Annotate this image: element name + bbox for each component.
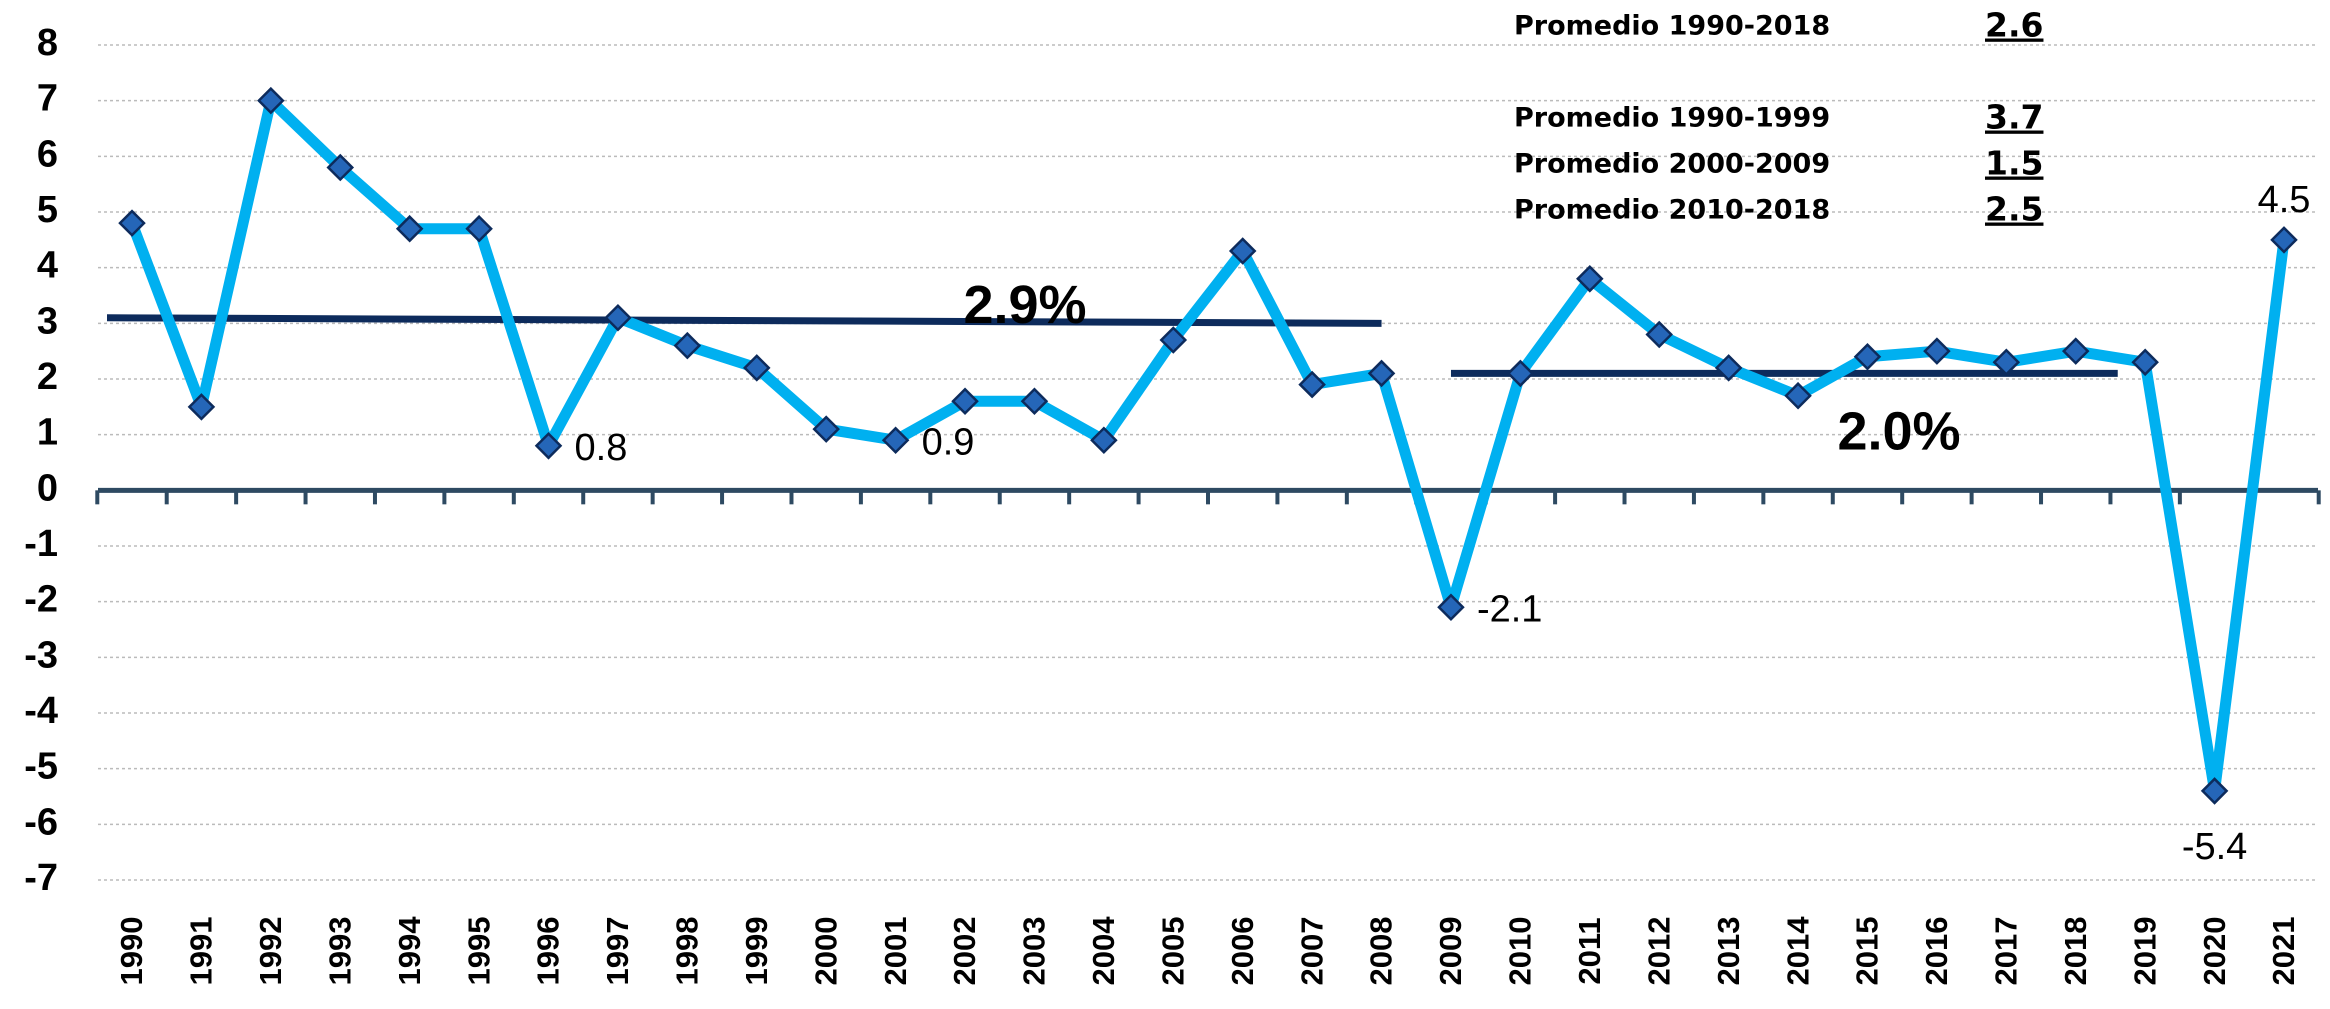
y-tick-label: -3	[24, 634, 58, 676]
series-line	[126, 95, 2290, 797]
x-tick-label: 1993	[322, 917, 357, 986]
y-tick-label: -2	[24, 579, 58, 621]
x-tick-label: 2016	[1919, 917, 1954, 986]
data-label: -5.4	[2182, 826, 2247, 868]
x-tick-label: 2013	[1711, 917, 1746, 986]
data-point	[2200, 777, 2229, 805]
data-point	[604, 303, 632, 332]
data-point	[465, 214, 493, 243]
y-tick-label: 1	[37, 412, 58, 454]
y-tick-label: -5	[24, 746, 58, 788]
y-tick-label: -1	[24, 523, 58, 565]
x-tick-label: 2004	[1086, 916, 1121, 986]
x-tick-label: 2002	[947, 917, 982, 986]
data-point	[1923, 337, 1951, 365]
data-point	[1784, 381, 1812, 410]
x-tick-label: 2020	[2197, 917, 2232, 986]
x-tick-label: 1996	[531, 917, 566, 986]
x-tick-label: 2003	[1017, 917, 1052, 986]
data-point	[673, 331, 702, 360]
data-point	[1576, 265, 1604, 293]
summary-value: 1.5	[1985, 144, 2043, 183]
data-point	[1228, 237, 1257, 265]
summary-label: Promedio 2010-2018	[1514, 195, 1830, 226]
summary-value: 3.7	[1985, 98, 2043, 137]
data-point	[1159, 326, 1188, 354]
summary-value: 2.5	[1985, 190, 2043, 229]
x-tick-label: 2005	[1155, 917, 1190, 986]
data-point	[1437, 593, 1465, 622]
y-tick-label: 3	[37, 300, 58, 342]
data-point	[1506, 359, 1535, 388]
data-point	[743, 354, 771, 382]
x-tick-label: 2009	[1433, 917, 1468, 986]
reference-label: 2.0%	[1837, 402, 1960, 462]
data-label: 0.9	[922, 421, 975, 463]
data-point	[1992, 348, 2021, 377]
y-tick-label: 2	[37, 356, 58, 398]
x-tick-label: 1991	[184, 917, 219, 986]
data-point	[1367, 359, 1396, 388]
data-label: 4.5	[2258, 179, 2311, 221]
x-tick-label: 2008	[1364, 917, 1399, 986]
y-tick-label: -7	[24, 857, 58, 899]
x-tick-label: 2014	[1780, 916, 1815, 986]
y-tick-label: 5	[37, 189, 58, 231]
x-tick-label: 2018	[2058, 917, 2093, 986]
data-point	[534, 432, 563, 460]
data-point	[187, 393, 216, 421]
summary-label: Promedio 1990-1999	[1514, 103, 1830, 134]
data-point	[1020, 387, 1049, 416]
data-point	[1714, 354, 1743, 382]
x-tick-label: 2011	[1572, 917, 1607, 984]
x-tick-label: 1998	[670, 917, 705, 986]
y-tick-label: -6	[24, 801, 58, 843]
reference-line	[106, 314, 1382, 327]
data-point	[2131, 348, 2159, 377]
x-tick-label: 1994	[392, 916, 427, 986]
x-tick-label: 2007	[1294, 917, 1329, 986]
data-point	[326, 153, 355, 182]
summary-label: Promedio 2000-2009	[1514, 149, 1830, 180]
x-tick-label: 2010	[1503, 917, 1538, 986]
y-tick-label: 6	[37, 133, 58, 175]
data-point	[118, 209, 146, 237]
data-point	[2061, 337, 2090, 365]
x-tick-label: 2019	[2127, 917, 2162, 986]
x-tick-label: 1995	[461, 917, 496, 986]
x-tick-label: 2000	[808, 917, 843, 986]
data-point	[395, 214, 424, 243]
y-tick-label: 4	[37, 245, 58, 287]
data-point	[257, 86, 285, 115]
reference-label: 2.9%	[963, 275, 1086, 335]
summary-label: Promedio 1990-2018	[1514, 11, 1830, 42]
x-tick-label: 2006	[1225, 917, 1260, 986]
y-tick-label: 0	[37, 467, 58, 509]
y-tick-label: 7	[37, 78, 58, 120]
data-point	[881, 426, 910, 455]
data-point	[1645, 320, 1673, 349]
x-tick-label: 2017	[1989, 917, 2024, 986]
data-point	[1090, 426, 1118, 455]
x-tick-label: 1999	[739, 917, 774, 986]
x-tick-label: 1997	[600, 917, 635, 986]
x-tick-label: 2012	[1641, 917, 1676, 986]
data-point	[2270, 226, 2298, 254]
data-label: 0.8	[575, 427, 628, 469]
data-label: -2.1	[1477, 588, 1542, 630]
y-tick-label: -4	[24, 690, 58, 732]
data-point	[812, 415, 840, 443]
x-tick-label: 2001	[878, 917, 913, 986]
data-point	[1298, 370, 1326, 399]
x-tick-label: 1990	[114, 917, 149, 986]
x-tick-label: 1992	[253, 917, 288, 986]
data-point	[951, 387, 979, 416]
y-tick-label: 8	[37, 22, 58, 64]
x-tick-label: 2021	[2266, 917, 2301, 986]
data-point	[1853, 342, 1882, 371]
x-tick-label: 2015	[1850, 917, 1885, 986]
summary-value: 2.6	[1985, 6, 2043, 45]
